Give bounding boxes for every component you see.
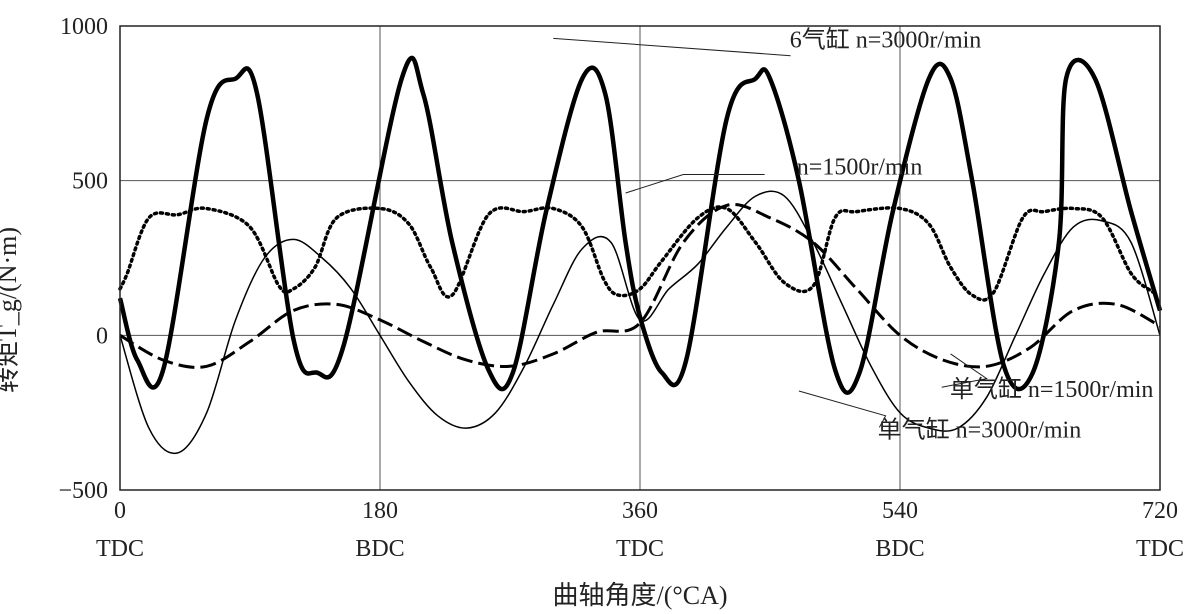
annotation-leader-2 <box>625 174 765 194</box>
series-layer <box>117 55 1163 455</box>
x-tick-sublabel: TDC <box>616 536 664 562</box>
annotation-leader-4 <box>798 390 887 428</box>
x-tick-labels: 0 TDC 180 BDC 360 TDC 540 BDC 720 TDC <box>96 498 1184 562</box>
y-tick-labels: −500 0 500 1000 <box>58 14 108 504</box>
y-axis-title: 转矩T_g/(N·m) <box>0 227 22 393</box>
y-tick-label: 1000 <box>60 14 108 40</box>
y-tick-label: 500 <box>72 169 108 195</box>
x-tick-label: 540 <box>882 498 918 524</box>
x-axis-title: 曲轴角度/(°CA) <box>552 581 727 610</box>
annotation-leader-1 <box>553 37 791 57</box>
y-tick-label: −500 <box>58 478 108 504</box>
series-line-4 <box>119 190 1161 455</box>
annotation-leader-3 <box>941 353 988 388</box>
y-tick-label: 0 <box>96 323 108 349</box>
series-line-2 <box>118 205 1155 302</box>
x-tick-label: 0 <box>114 498 126 524</box>
x-tick-label: 180 <box>362 498 398 524</box>
annotation-label-1: 6气缸 n=3000r/min <box>790 27 982 54</box>
x-tick-label: 360 <box>622 498 658 524</box>
x-tick-sublabel: BDC <box>355 536 404 562</box>
annotation-label-2: n=1500r/min <box>797 154 923 180</box>
series-line-1 <box>117 55 1163 395</box>
annotations: 6气缸 n=3000r/min n=1500r/min 单气缸 n=1500r/mi… <box>553 27 1154 443</box>
x-tick-sublabel: TDC <box>96 536 144 562</box>
axes-layer <box>119 25 1161 491</box>
x-tick-sublabel: BDC <box>875 536 924 562</box>
series-line-3 <box>119 203 1161 369</box>
plot-frame <box>119 25 1161 491</box>
x-tick-label: 720 <box>1142 498 1178 524</box>
annotation-label-4: 单气缸 n=3000r/min <box>878 416 1082 443</box>
annotation-label-3: 单气缸 n=1500r/min <box>950 376 1154 403</box>
x-tick-sublabel: TDC <box>1136 536 1184 562</box>
